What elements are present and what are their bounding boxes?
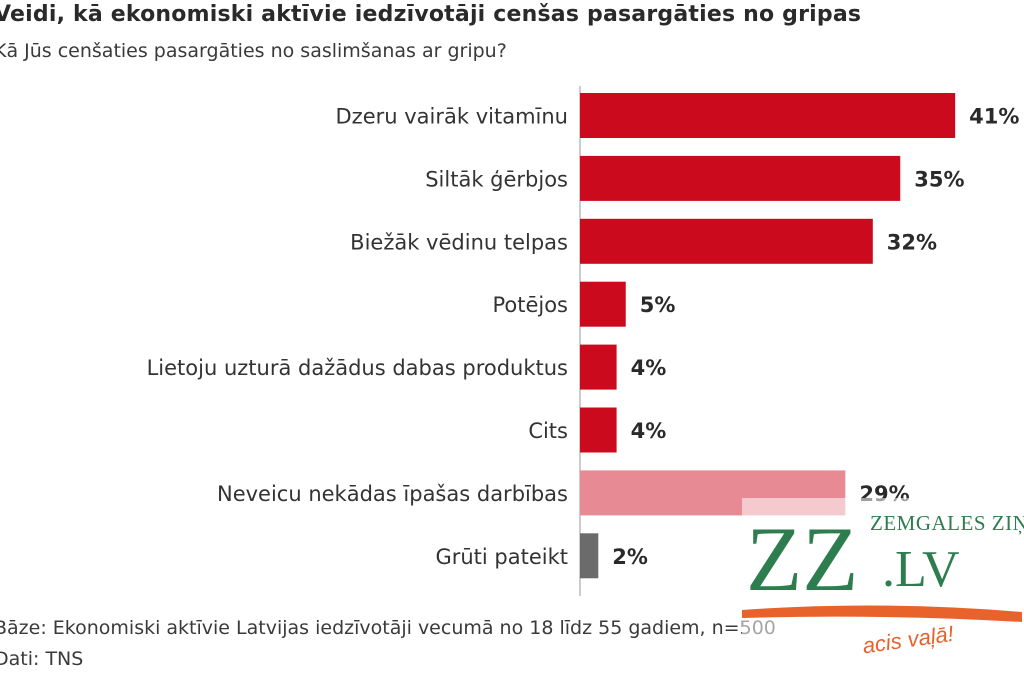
bar-2: [580, 218, 873, 264]
bar-0: [580, 93, 956, 138]
category-label-5: Cits: [528, 419, 568, 443]
zz-lv-logo: ZZ ZEMGALES ZIŅAS .LV acis vaļā!: [742, 498, 1024, 678]
value-label-2: 32%: [887, 230, 937, 254]
value-label-1: 35%: [914, 167, 964, 191]
bar-4: [580, 344, 617, 390]
category-label-0: Dzeru vairāk vitamīnu: [336, 105, 568, 129]
logo-brand-text: ZEMGALES ZIŅAS: [870, 511, 1024, 535]
bar-chart: Dzeru vairāk vitamīnu 41% Siltāk ģērbjos 35…: [147, 86, 1019, 596]
category-label-2: Biežāk vēdinu telpas: [350, 230, 568, 254]
footer-source: Dati: TNS: [0, 648, 84, 670]
bar-3: [580, 281, 626, 327]
bar-7: [580, 533, 599, 579]
category-label-1: Siltāk ģērbjos: [425, 167, 568, 191]
category-label-4: Lietoju uzturā dažādus dabas produktus: [147, 356, 568, 380]
chart-title: Veidi, kā ekonomiski aktīvie iedzīvotāji…: [0, 2, 862, 27]
value-label-5: 4%: [631, 419, 667, 443]
logo-zz-text: ZZ: [746, 508, 858, 610]
value-label-4: 4%: [631, 356, 667, 380]
logo-domain-text: .LV: [882, 541, 960, 598]
category-label-6: Neveicu nekādas īpašas darbības: [217, 482, 568, 506]
bar-1: [580, 155, 901, 201]
category-label-7: Grūti pateikt: [435, 545, 568, 569]
bars-group: Dzeru vairāk vitamīnu 41% Siltāk ģērbjos 35…: [147, 93, 1019, 579]
footer-base: Bāze: Ekonomiski aktīvie Latvijas iedzīv…: [0, 617, 776, 639]
logo-swoosh: [742, 605, 1022, 622]
chart-subtitle: Kā Jūs cenšaties pasargāties no saslimša…: [0, 40, 507, 62]
value-label-0: 41%: [969, 105, 1019, 129]
bar-5: [580, 407, 617, 453]
category-label-3: Potējos: [492, 293, 568, 317]
value-label-7: 2%: [612, 545, 648, 569]
value-label-3: 5%: [640, 293, 676, 317]
